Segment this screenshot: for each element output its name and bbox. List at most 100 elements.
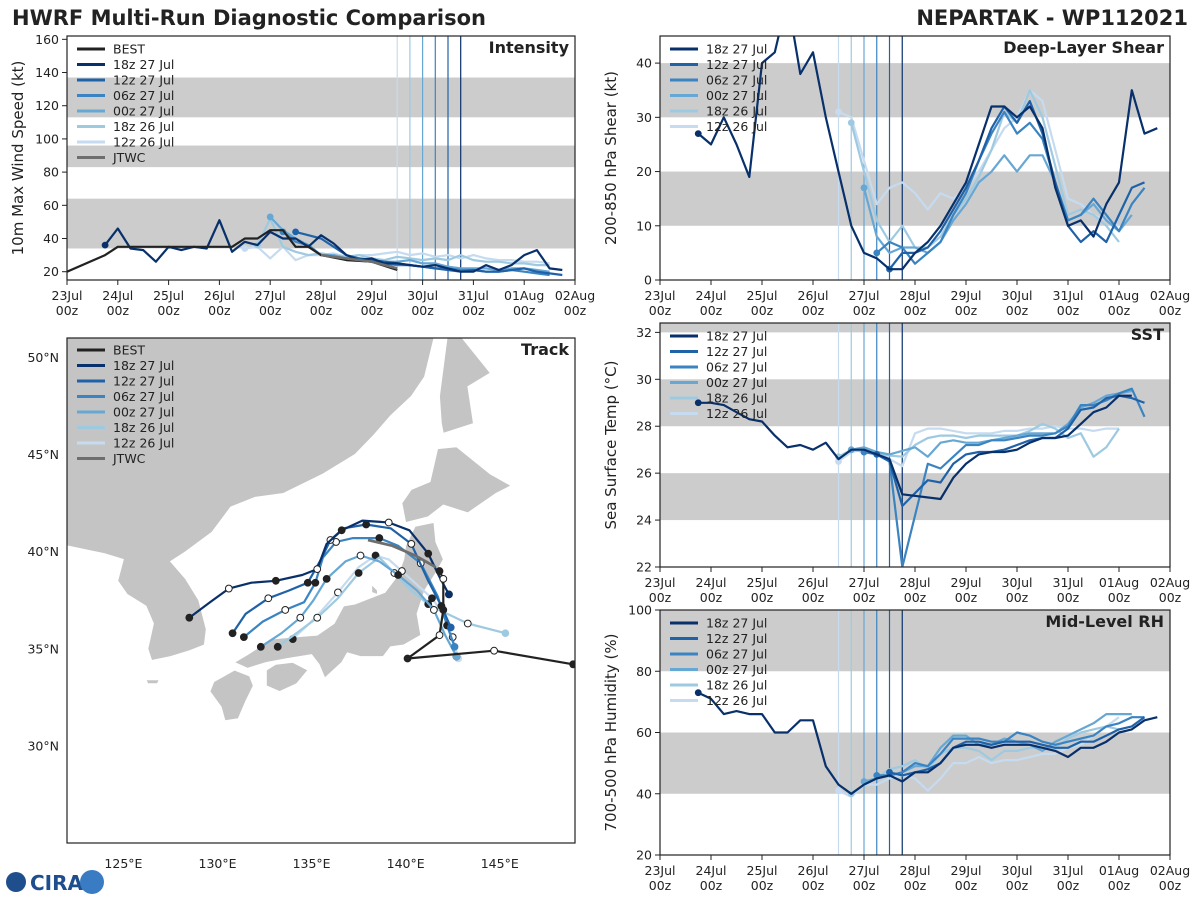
track-point: [354, 569, 363, 577]
track-point: [384, 518, 393, 527]
x-tick-date: 29Jul: [356, 288, 387, 303]
x-tick-date: 24Jul: [696, 863, 727, 878]
legend-label: 18z 27 Jul: [706, 329, 767, 344]
legend-label: 18z 27 Jul: [706, 616, 767, 631]
plot-area: [660, 610, 1170, 855]
track-point: [428, 594, 436, 603]
legend-label: 12z 27 Jul: [113, 73, 174, 88]
legend-label: JTWC: [112, 451, 146, 466]
series-line: [888, 99, 1145, 270]
track-point: [296, 613, 305, 622]
legend-label: JTWC: [112, 150, 146, 165]
track-point: [185, 613, 194, 622]
panel-title: Deep-Layer Shear: [1003, 38, 1164, 57]
x-tick-hour: 00z: [411, 303, 434, 318]
legend-label: BEST: [113, 42, 145, 57]
best-track-point: [435, 567, 444, 575]
track-point: [424, 549, 433, 558]
x-tick-hour: 00z: [1057, 590, 1080, 605]
legend-label: 00z 27 Jul: [113, 104, 174, 119]
track-point: [239, 633, 248, 642]
series-line: [850, 89, 1120, 249]
legend-label: 12z 27 Jul: [706, 631, 767, 646]
track-point: [271, 576, 280, 585]
x-tick-hour: 00z: [853, 590, 876, 605]
x-tick-hour: 00z: [802, 590, 825, 605]
legend-label: 18z 26 Jul: [706, 678, 767, 693]
x-tick-hour: 00z: [208, 303, 231, 318]
threshold-band: [660, 610, 1170, 672]
y-tick-label: 160: [35, 32, 59, 47]
legend-label: 12z 26 Jul: [706, 693, 767, 708]
x-tick-date: 27Jul: [849, 863, 880, 878]
x-tick-hour: 00z: [1159, 303, 1182, 318]
x-tick-hour: 00z: [1006, 303, 1029, 318]
legend-label: 00z 27 Jul: [706, 662, 767, 677]
land-polygon: [265, 661, 309, 692]
x-tick-date: 24Jul: [696, 288, 727, 303]
series-start-point: [847, 119, 855, 127]
best-track-point: [439, 574, 448, 583]
series-start-point: [886, 768, 893, 776]
x-tick-date: 25Jul: [747, 863, 778, 878]
series-line: [698, 394, 1132, 501]
x-tick-date: 01Aug: [1099, 863, 1139, 878]
threshold-band: [67, 77, 575, 118]
lat-tick-label: 30°N: [27, 738, 59, 753]
threshold-band: [660, 63, 1170, 118]
intensity-panel: 2040608010012014016023Jul00z24Jul00z25Ju…: [9, 32, 595, 318]
y-tick-label: 120: [35, 98, 59, 113]
x-tick-date: 23Jul: [645, 575, 676, 590]
plot-area: [67, 36, 575, 280]
track-point: [429, 606, 438, 614]
series-start-point: [694, 689, 702, 697]
series-line: [256, 217, 550, 267]
x-tick-date: 23Jul: [52, 288, 83, 303]
x-tick-hour: 00z: [107, 303, 130, 318]
y-tick-label: 22: [636, 560, 652, 575]
x-tick-hour: 00z: [1108, 878, 1131, 893]
lon-tick-label: 140°E: [387, 856, 425, 871]
land-polygon: [145, 679, 160, 685]
legend-label: 00z 27 Jul: [113, 405, 174, 420]
x-tick-date: 31Jul: [1053, 863, 1084, 878]
legend-label: 06z 27 Jul: [113, 88, 174, 103]
y-tick-label: 60: [636, 725, 652, 740]
best-track-point: [569, 660, 575, 669]
x-tick-date: 27Jul: [255, 288, 286, 303]
legend-label: 06z 27 Jul: [706, 647, 767, 662]
y-tick-label: 30: [636, 372, 652, 387]
panel-title: SST: [1131, 325, 1164, 344]
x-tick-hour: 00z: [904, 878, 927, 893]
land-polygon: [67, 338, 435, 661]
x-tick-hour: 00z: [513, 303, 536, 318]
lon-tick-label: 135°E: [293, 856, 331, 871]
plot-area: [660, 36, 1170, 280]
series-line: [104, 219, 563, 273]
lon-tick-label: 145°E: [481, 856, 519, 871]
x-tick-date: 23Jul: [645, 288, 676, 303]
threshold-band: [67, 198, 575, 249]
series-line: [837, 422, 1120, 458]
x-tick-hour: 00z: [904, 590, 927, 605]
legend-label: 18z 26 Jul: [113, 119, 174, 134]
best-track-point: [403, 654, 412, 663]
x-tick-date: 28Jul: [900, 288, 931, 303]
series-line: [838, 89, 1120, 227]
lon-tick-label: 125°E: [104, 856, 142, 871]
x-tick-hour: 00z: [361, 303, 384, 318]
panel-title: Intensity: [489, 38, 570, 57]
y-axis-label: 10m Max Wind Speed (kt): [9, 61, 27, 256]
x-tick-hour: 00z: [955, 878, 978, 893]
x-tick-date: 28Jul: [900, 575, 931, 590]
x-tick-hour: 00z: [1006, 590, 1029, 605]
x-tick-date: 30Jul: [1002, 575, 1033, 590]
x-tick-hour: 00z: [955, 590, 978, 605]
x-tick-date: 23Jul: [645, 863, 676, 878]
series-line: [876, 110, 1146, 265]
x-tick-date: 30Jul: [1002, 288, 1033, 303]
track-end-point: [445, 590, 453, 599]
land-polygon: [439, 338, 491, 434]
